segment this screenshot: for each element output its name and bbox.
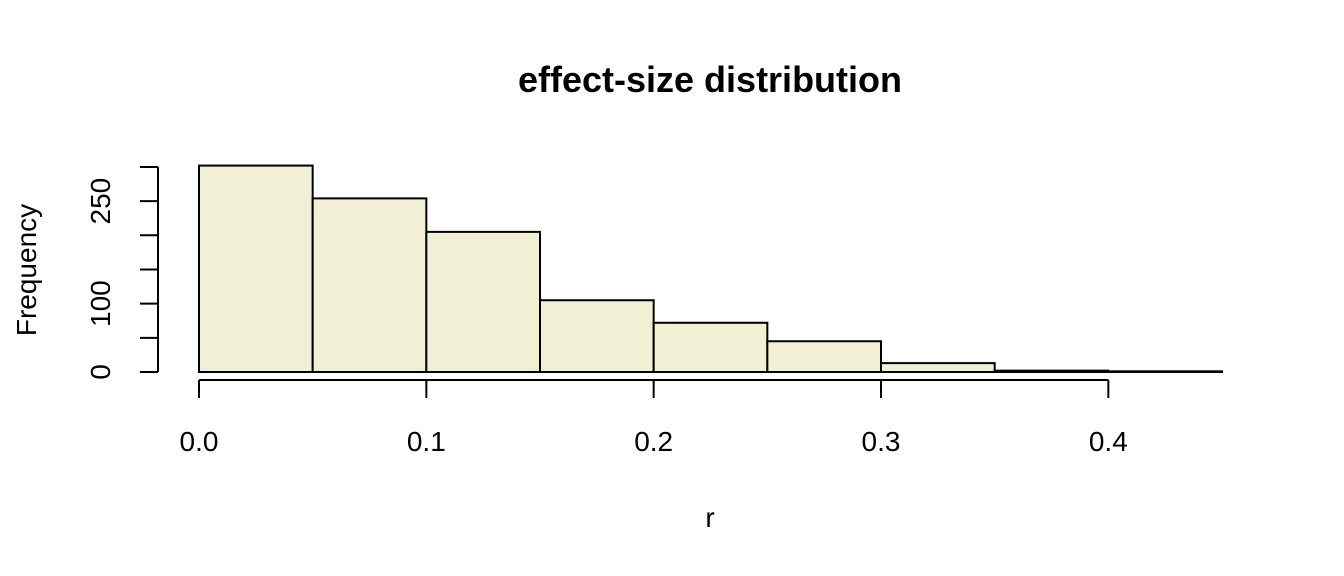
y-tick-label: 100 [85, 280, 116, 327]
y-axis-label: Frequency [11, 204, 42, 336]
histogram-bar [425, 230, 542, 373]
x-tick-label: 0.1 [407, 426, 446, 457]
x-tick-label: 0.0 [180, 426, 219, 457]
x-tick-label: 0.4 [1089, 426, 1128, 457]
histogram-bar [993, 369, 1110, 373]
x-tick-label: 0.2 [634, 426, 673, 457]
x-axis: 0.0 0.1 0.2 0.3 0.4 [180, 379, 1128, 457]
chart-title: effect-size distribution [518, 59, 902, 100]
bars-group [198, 164, 1224, 374]
histogram-bar [652, 321, 769, 373]
histogram-bar [880, 362, 996, 374]
x-tick-label: 0.3 [862, 426, 901, 457]
y-tick-label: 0 [85, 364, 116, 380]
histogram-bar [539, 299, 655, 374]
histogram-bar [311, 197, 428, 373]
y-tick-label: 250 [85, 178, 116, 225]
y-axis: 0 100 250 [85, 165, 159, 380]
histogram-bar [198, 164, 314, 373]
x-axis-label: r [705, 502, 714, 533]
histogram-bar [1107, 370, 1224, 373]
histogram-bar [766, 340, 882, 373]
